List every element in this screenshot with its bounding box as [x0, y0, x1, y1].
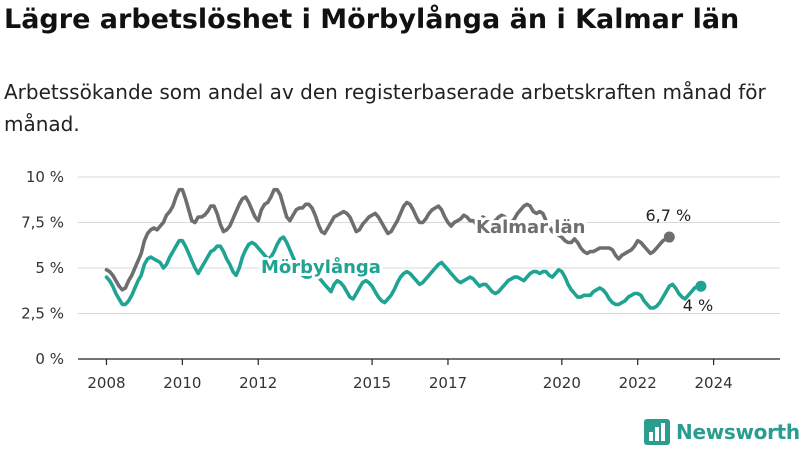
- kalmar-lan-end-value: 6,7 %: [645, 206, 691, 225]
- chart-title: Lägre arbetslöshet i Mörbylånga än i Kal…: [4, 4, 740, 35]
- kalmar-lan-end-point: [663, 231, 675, 243]
- x-tick-label: 2020: [543, 374, 581, 392]
- x-tick-label: 2010: [163, 374, 201, 392]
- y-axis: 0 % 2,5 % 5 % 7,5 % 10 %: [21, 168, 64, 368]
- brand-name: Newsworthy: [676, 420, 800, 444]
- morbylanga-end-value: 4 %: [683, 296, 713, 315]
- x-tick-label: 2022: [619, 374, 657, 392]
- y-tick-label: 5 %: [35, 259, 64, 277]
- kalmar-lan-label: Kalmar län: [476, 217, 585, 238]
- morbylanga-label: Mörbylånga: [261, 256, 381, 278]
- chart-subtitle: Arbetssökande som andel av den registerb…: [4, 80, 766, 136]
- kalmar-lan-line: [104, 187, 672, 292]
- x-tick-label: 2015: [353, 374, 391, 392]
- brand-logo: Newsworthy: [644, 419, 800, 445]
- morbylanga-end-point: [695, 280, 707, 292]
- y-tick-label: 10 %: [26, 168, 64, 186]
- x-tick-label: 2024: [695, 374, 733, 392]
- morbylanga-line: [104, 235, 703, 310]
- x-axis: 2008 2010 2012 2015 2017 2020 2022 2024: [78, 358, 780, 392]
- bar-chart-logo-icon: [644, 419, 670, 445]
- x-tick-label: 2017: [429, 374, 467, 392]
- y-tick-label: 0 %: [35, 350, 64, 368]
- x-tick-label: 2008: [87, 374, 125, 392]
- grid-lines: [78, 176, 780, 360]
- series-group: Kalmar län Mörbylånga 6,7 % 4 %: [104, 187, 713, 315]
- x-tick-label: 2012: [239, 374, 277, 392]
- y-tick-label: 2,5 %: [21, 305, 64, 323]
- y-tick-label: 7,5 %: [21, 214, 64, 232]
